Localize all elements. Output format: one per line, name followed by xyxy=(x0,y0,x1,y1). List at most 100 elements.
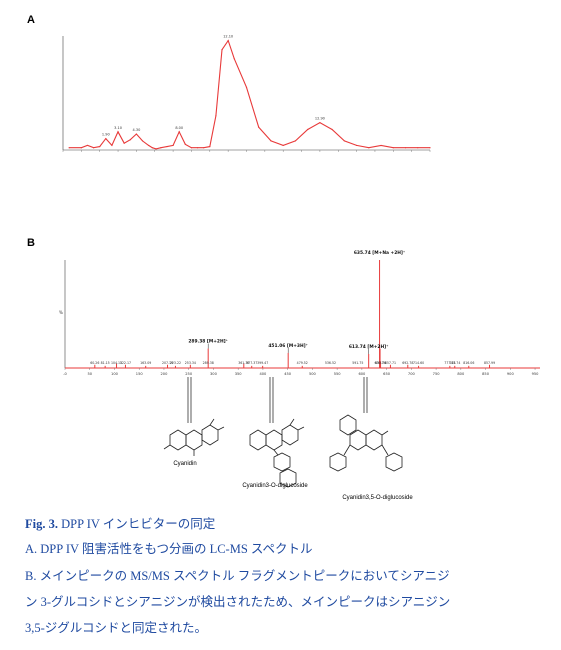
annotation-label: 613.74 [M+2H]⁺ xyxy=(349,344,389,350)
fragment-connector-lines xyxy=(187,377,368,423)
peak-mz-label: 714.60 xyxy=(413,361,424,365)
data-point xyxy=(221,49,223,51)
data-point xyxy=(151,147,153,149)
data-point xyxy=(166,145,168,148)
data-point xyxy=(270,140,272,142)
data-point xyxy=(160,147,162,149)
x-tick-label: 300 xyxy=(210,372,218,376)
data-point xyxy=(80,147,82,149)
peak-mz-label: 122.17 xyxy=(120,361,131,365)
data-point xyxy=(129,139,131,141)
figure-caption-title: Fig. 3. DPP IV インヒビターの同定 xyxy=(25,516,545,532)
x-tick-label: 950 xyxy=(532,372,540,376)
data-point xyxy=(227,39,229,42)
cyanidin-structure-icon xyxy=(163,418,225,456)
x-tick-label: 450 xyxy=(284,372,292,376)
data-point xyxy=(209,145,211,148)
data-point xyxy=(245,86,248,88)
y-axis-label: % xyxy=(59,310,63,315)
cyanidin-3-5-o-diglucoside-structure-icon xyxy=(329,414,403,472)
chemical-structures xyxy=(163,377,403,488)
data-point xyxy=(105,138,107,140)
data-point xyxy=(343,140,345,142)
peak-mz-label: 657.71 xyxy=(385,361,396,365)
structure-label-cyanidin: Cyanidin xyxy=(173,461,197,467)
x-tick-label: 50 xyxy=(87,372,92,376)
data-point xyxy=(68,147,70,149)
peak-mz-label: 399.47 xyxy=(257,361,268,365)
data-point xyxy=(282,144,284,147)
data-point xyxy=(178,131,180,133)
x-tick-label: 900 xyxy=(507,372,515,376)
x-tick-label: 800 xyxy=(457,372,465,376)
data-point xyxy=(392,147,394,149)
annotation-label: 451.06 [M+3H]⁺ xyxy=(268,343,308,349)
data-point xyxy=(331,128,333,131)
x-tick-label: 850 xyxy=(482,372,490,376)
cyanidin-3-o-diglucoside-structure-icon xyxy=(249,418,305,488)
x-tick-label: -0 xyxy=(63,372,67,376)
annotation-label: 289.38 [M+2H]⁺ xyxy=(188,339,228,345)
data-point xyxy=(92,147,95,149)
peak-label: 3.10 xyxy=(114,126,122,130)
x-tick-label: 350 xyxy=(235,372,243,376)
peak-mz-label: 777.78 xyxy=(444,361,455,365)
x-tick-label: 500 xyxy=(309,372,317,376)
caption-line-b2: ン 3-グルコシドとシアニジンが検出されたため、メインピークはシアニジン xyxy=(25,595,451,609)
data-point xyxy=(429,147,431,149)
data-point xyxy=(215,115,217,117)
peak-mz-label: 377.37 xyxy=(246,361,257,365)
figure-title: DPP IV インヒビターの同定 xyxy=(57,517,216,531)
annotation-label: 635.74 [M+Na +2H]⁺ xyxy=(354,250,406,256)
figure-label: Fig. 3. xyxy=(25,517,58,531)
data-point xyxy=(233,58,235,60)
peak-mz-label: 636.74 xyxy=(374,361,385,365)
peak-label: 8.00 xyxy=(175,126,183,130)
chromatogram-trace xyxy=(69,39,430,150)
caption-line-b1: B. メインピークの MS/MS スペクトル フラグメントピークにおいてシアニジ xyxy=(25,569,450,583)
panel-b-label: B xyxy=(27,237,35,249)
data-point xyxy=(196,147,199,149)
data-point xyxy=(294,140,297,142)
peak-mz-label: 81.15 xyxy=(101,361,110,365)
peak-mz-label: 361.36 xyxy=(238,361,249,365)
peak-mz-label: 479.52 xyxy=(297,361,308,365)
peak-mz-label: 787.74 xyxy=(449,361,460,365)
data-point xyxy=(319,122,321,124)
peak-mz-label: 289.38 xyxy=(203,361,214,365)
peak-mz-label: 536.52 xyxy=(325,361,336,365)
peak-mz-label: 60.26 xyxy=(90,361,99,365)
peak-mz-label: 163.09 xyxy=(140,361,151,365)
data-point xyxy=(111,144,113,147)
data-point xyxy=(307,128,309,131)
data-point xyxy=(184,143,186,145)
x-tick-label: 650 xyxy=(383,372,391,376)
panel-a-label: A xyxy=(27,14,35,26)
data-point xyxy=(135,133,137,135)
data-point xyxy=(123,142,125,144)
x-tick-label: 150 xyxy=(136,372,144,376)
data-point xyxy=(258,126,260,128)
data-point xyxy=(86,144,89,147)
peak-label: 1.90 xyxy=(102,133,110,137)
peak-label: 12.90 xyxy=(315,117,325,121)
peak-mz-label: 692.78 xyxy=(402,361,413,365)
data-point xyxy=(417,147,419,149)
data-point xyxy=(190,147,193,149)
peak-mz-label: 207.19 xyxy=(162,361,173,365)
x-tick-label: 250 xyxy=(185,372,193,376)
data-point xyxy=(155,148,157,150)
peak-mz-label: 253.34 xyxy=(185,361,196,365)
peak-mz-label: 637.74 xyxy=(375,361,386,365)
data-point xyxy=(141,140,144,142)
peak-mz-label: 223.22 xyxy=(170,361,181,365)
peak-mz-label: 104.13 xyxy=(111,361,122,365)
data-point xyxy=(172,144,174,147)
data-point xyxy=(203,147,205,149)
peak-mz-label: 591.75 xyxy=(352,361,363,365)
x-tick-label: 200 xyxy=(161,372,169,376)
x-tick-label: 550 xyxy=(334,372,342,376)
x-tick-label: 100 xyxy=(111,372,119,376)
peak-mz-label: 857.99 xyxy=(484,361,495,365)
data-point xyxy=(368,147,370,149)
